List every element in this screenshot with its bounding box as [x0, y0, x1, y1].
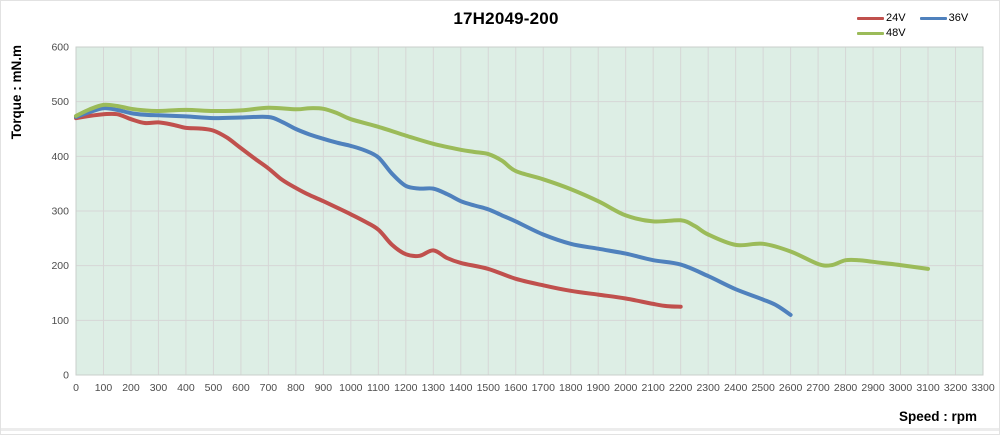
legend-item-36v: 36V: [919, 12, 969, 24]
y-tick-label: 100: [51, 315, 69, 327]
x-tick-label: 2500: [751, 382, 775, 394]
x-tick-label: 1500: [477, 382, 501, 394]
x-tick-label: 400: [177, 382, 195, 394]
x-tick-label: 2100: [642, 382, 666, 394]
x-tick-label: 900: [315, 382, 333, 394]
x-tick-label: 200: [122, 382, 140, 394]
x-tick-label: 300: [150, 382, 168, 394]
y-tick-label: 500: [51, 96, 69, 108]
legend: 24V 36V 48V: [857, 12, 979, 39]
x-tick-label: 3100: [916, 382, 940, 394]
legend-label-36v: 36V: [948, 12, 969, 24]
series-line-24v: [74, 111, 683, 309]
x-tick-label: 100: [95, 382, 113, 394]
legend-item-24v: 24V: [857, 12, 906, 24]
x-tick-label: 3200: [944, 382, 968, 394]
y-tick-label: 600: [51, 42, 69, 54]
y-tick-label: 400: [51, 151, 69, 163]
x-tick-label: 800: [287, 382, 305, 394]
y-tick-label: 0: [63, 370, 69, 382]
x-tick-label: 1100: [367, 382, 390, 394]
chart-title: 17H2049-200: [453, 9, 559, 28]
x-axis-title: Speed : rpm: [898, 409, 977, 424]
x-tick-label: 2900: [861, 382, 885, 394]
x-tick-label: 1300: [422, 382, 446, 394]
x-tick-label: 3000: [889, 382, 913, 394]
x-tick-label: 1400: [449, 382, 473, 394]
x-tick-label: 0: [73, 382, 79, 394]
x-tick-label: 2000: [614, 382, 638, 394]
x-tick-label: 3300: [971, 382, 995, 394]
y-tick-label: 200: [51, 260, 69, 272]
legend-swatch-48v: [857, 31, 884, 35]
x-tick-label: 1900: [587, 382, 611, 394]
panel-bottom-edge: [1, 428, 999, 431]
series-line-36v: [74, 106, 793, 317]
legend-item-48v: 48V: [857, 27, 906, 39]
legend-label-24v: 24V: [886, 12, 906, 24]
x-tick-label: 2200: [669, 382, 693, 394]
x-tick-label: 2700: [806, 382, 830, 394]
y-tick-label: 300: [51, 206, 69, 218]
x-tick-label: 700: [260, 382, 278, 394]
x-tick-label: 2400: [724, 382, 748, 394]
series-line-48v: [74, 102, 930, 271]
legend-swatch-36v: [919, 16, 947, 20]
x-tick-label: 1200: [394, 382, 418, 394]
plot-border: [75, 46, 984, 376]
x-tick-label: 1000: [339, 382, 363, 394]
x-tick-label: 2600: [779, 382, 803, 394]
x-tick-label: 1700: [532, 382, 556, 394]
x-tick-label: 1600: [504, 382, 528, 394]
x-tick-label: 1800: [559, 382, 583, 394]
legend-label-48v: 48V: [886, 27, 906, 39]
x-tick-label: 600: [232, 382, 250, 394]
x-tick-label: 2800: [834, 382, 858, 394]
legend-swatch-24v: [857, 16, 884, 20]
x-tick-label: 2300: [696, 382, 720, 394]
y-axis-title: Torque : mN.m: [9, 45, 24, 140]
x-tick-label: 500: [205, 382, 223, 394]
